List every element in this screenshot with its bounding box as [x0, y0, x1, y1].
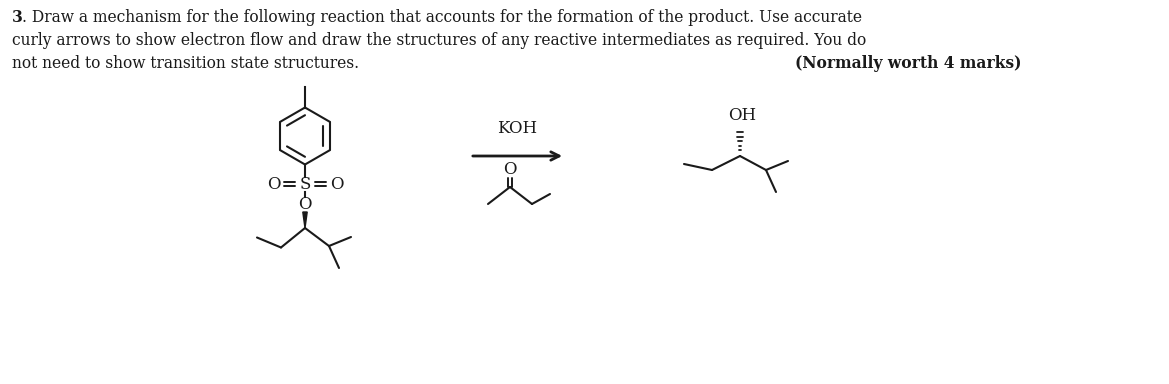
- Text: O: O: [267, 175, 281, 192]
- Text: . Draw a mechanism for the following reaction that accounts for the formation of: . Draw a mechanism for the following rea…: [22, 9, 862, 26]
- Text: curly arrows to show electron flow and draw the structures of any reactive inter: curly arrows to show electron flow and d…: [12, 32, 866, 49]
- Text: KOH: KOH: [497, 120, 537, 137]
- Text: S: S: [299, 175, 311, 192]
- Text: O: O: [298, 195, 312, 212]
- Text: 3: 3: [12, 9, 23, 26]
- Text: O: O: [330, 175, 344, 192]
- Text: O: O: [503, 162, 517, 179]
- Text: OH: OH: [728, 107, 756, 124]
- Text: (Normally worth 4 marks): (Normally worth 4 marks): [795, 55, 1022, 72]
- Text: not need to show transition state structures.: not need to show transition state struct…: [12, 55, 359, 72]
- Polygon shape: [303, 212, 307, 228]
